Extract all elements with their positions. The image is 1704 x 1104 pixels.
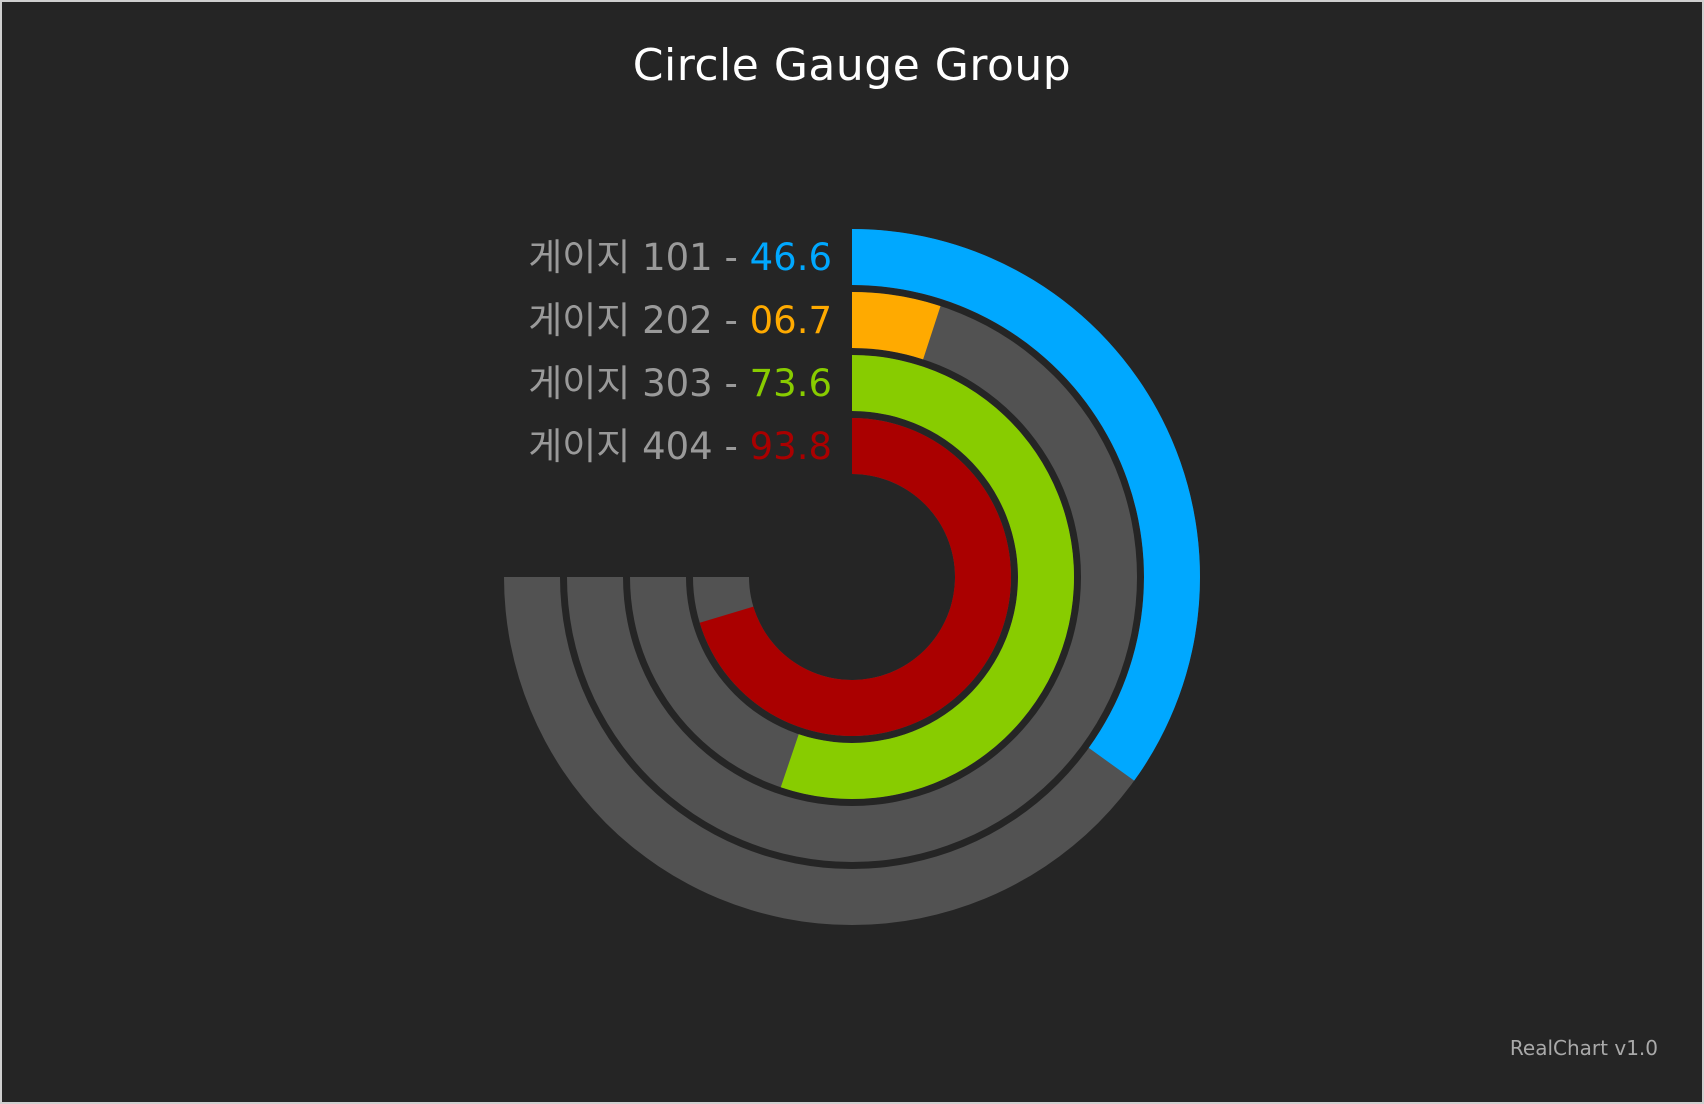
gauge-value-arcs (699, 229, 1200, 799)
gauge-label-4: 게이지 404 - 93.8 (528, 425, 832, 468)
gauge-label-separator: - (713, 425, 750, 468)
gauge-label-value: 93.8 (750, 425, 832, 468)
gauge-label-separator: - (713, 299, 750, 342)
gauge-arc-4[interactable] (699, 418, 1011, 736)
gauge-label-name: 게이지 101 (528, 236, 713, 279)
gauge-label-separator: - (713, 236, 750, 279)
gauge-label-3: 게이지 303 - 73.6 (528, 362, 832, 405)
gauge-label-value: 73.6 (750, 362, 832, 405)
credit-text: RealChart v1.0 (1509, 1036, 1658, 1060)
gauge-label-separator: - (713, 362, 750, 405)
gauge-arc-2[interactable] (852, 292, 941, 360)
gauge-label-name: 게이지 303 (528, 362, 713, 405)
gauge-arc-3[interactable] (780, 355, 1075, 799)
gauge-label-2: 게이지 202 - 06.7 (528, 299, 832, 342)
gauge-label-value: 46.6 (750, 236, 832, 279)
gauge-label-1: 게이지 101 - 46.6 (528, 236, 832, 279)
chart-title: Circle Gauge Group (632, 40, 1072, 91)
gauge-label-name: 게이지 202 (528, 299, 713, 342)
gauge-label-value: 06.7 (750, 299, 832, 342)
gauge-labels: 게이지 101 - 46.6 게이지 202 - 06.7 게이지 303 - 73… (528, 236, 832, 468)
gauge-label-name: 게이지 404 (528, 425, 713, 468)
gauge-arc-1[interactable] (852, 229, 1200, 781)
